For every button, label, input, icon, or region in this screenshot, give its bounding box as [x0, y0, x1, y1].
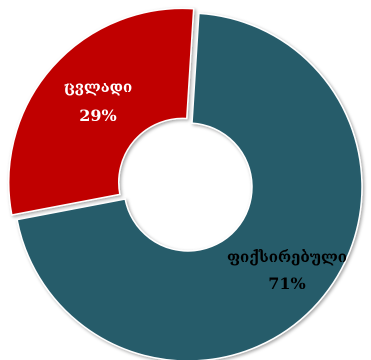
slice-label-variable-value: 29%: [79, 106, 116, 125]
slice-label-variable: ცვლადი 29%: [64, 78, 132, 125]
slice-label-fixed-name: ფიქსირებული: [227, 248, 347, 266]
slice-label-fixed: ფიქსირებული 71%: [227, 248, 347, 293]
slice-label-fixed-value: 71%: [268, 274, 305, 293]
slice-variable: [7, 7, 195, 216]
slice-fixed: [16, 12, 363, 360]
slice-label-variable-name: ცვლადი: [64, 78, 132, 96]
